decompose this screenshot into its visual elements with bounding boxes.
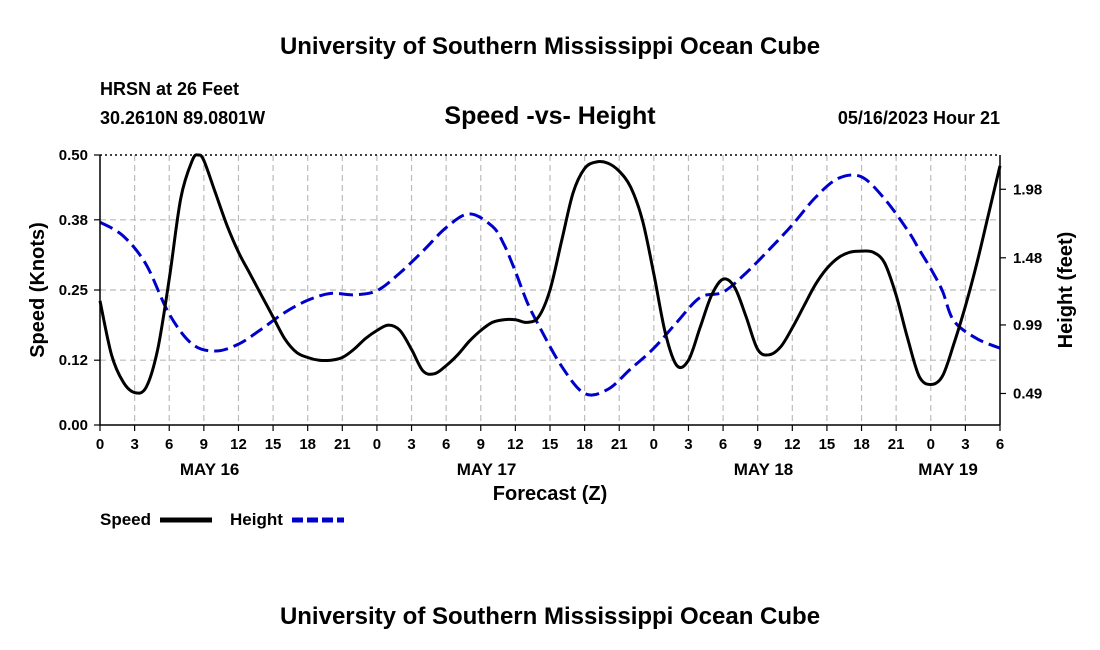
x-tick-label: 9: [477, 436, 485, 453]
x-tick-label: 21: [334, 436, 351, 453]
x-tick-label: 6: [165, 436, 173, 453]
x-tick-label: 9: [754, 436, 762, 453]
y2-tick-label: 0.49: [1013, 385, 1042, 402]
x-tick-label: 12: [784, 436, 801, 453]
series-layer: [98, 153, 1002, 397]
x-tick-label: 0: [650, 436, 658, 453]
y2-tick-label: 1.48: [1013, 250, 1042, 267]
x-tick-label: 15: [542, 436, 559, 453]
y-axis-title: Speed (Knots): [27, 222, 49, 358]
x-tick-label: 6: [719, 436, 727, 453]
y2-tick-label: 0.99: [1013, 317, 1042, 334]
y-tick-label: 0.38: [59, 212, 88, 229]
station-name: HRSN at 26 Feet: [100, 79, 239, 99]
y2-tick-label: 1.98: [1013, 181, 1042, 198]
x-tick-label: 0: [373, 436, 381, 453]
legend: Speed Height: [100, 510, 344, 529]
x-tick-label: 3: [961, 436, 969, 453]
x-tick-label: 18: [299, 436, 316, 453]
x-tick-label: 12: [230, 436, 247, 453]
x-tick-label: 12: [507, 436, 524, 453]
x-tick-label: 0: [927, 436, 935, 453]
x-tick-label: 3: [407, 436, 415, 453]
y2-axis-title: Height (feet): [1055, 232, 1077, 349]
legend-label-speed: Speed: [100, 510, 151, 529]
x-tick-label: 18: [853, 436, 870, 453]
forecast-timestamp: 05/16/2023 Hour 21: [838, 108, 1000, 128]
x-date-label: MAY 19: [918, 460, 978, 479]
x-axis-title: Forecast (Z): [493, 483, 607, 505]
legend-label-height: Height: [230, 510, 283, 529]
x-date-label: MAY 16: [180, 460, 240, 479]
x-tick-label: 21: [611, 436, 628, 453]
x-tick-label: 21: [888, 436, 905, 453]
x-tick-label: 18: [576, 436, 593, 453]
x-tick-label: 3: [130, 436, 138, 453]
chart-title: Speed -vs- Height: [444, 102, 656, 130]
series-line-speed: [98, 153, 1002, 395]
x-tick-label: 6: [442, 436, 450, 453]
x-date-label: MAY 17: [457, 460, 517, 479]
station-coordinates: 30.2610N 89.0801W: [100, 108, 265, 128]
y-tick-label: 0.12: [59, 352, 88, 369]
x-tick-label: 3: [684, 436, 692, 453]
x-tick-label: 6: [996, 436, 1004, 453]
x-tick-label: 0: [96, 436, 104, 453]
y-tick-label: 0.50: [59, 147, 88, 164]
x-date-label: MAY 18: [734, 460, 794, 479]
y-tick-label: 0.00: [59, 417, 88, 434]
tick-labels: 0 3 6 9 12 15 18 21 0 3 6 9 12 15 18 21 0 3 6 9 12 15 18 21 0 3 6M…: [59, 147, 1042, 479]
series-line-height: [99, 173, 1001, 397]
footer-title: University of Southern Mississippi Ocean…: [280, 603, 820, 630]
x-tick-label: 9: [200, 436, 208, 453]
page-title: University of Southern Mississippi Ocean…: [280, 33, 820, 60]
x-tick-label: 15: [819, 436, 836, 453]
y-tick-label: 0.25: [59, 282, 88, 299]
x-tick-label: 15: [265, 436, 282, 453]
